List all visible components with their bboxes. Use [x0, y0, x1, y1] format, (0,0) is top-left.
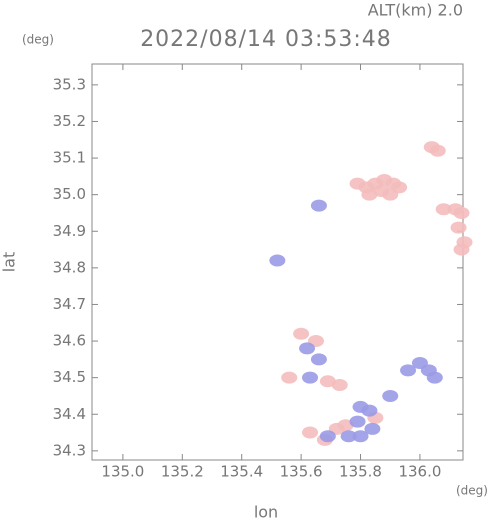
y-tick-label: 34.6	[53, 332, 86, 350]
echo	[435, 203, 452, 216]
x-tick-label: 135.0	[101, 463, 144, 481]
echo	[456, 236, 473, 249]
echo	[281, 371, 298, 384]
echo	[426, 371, 443, 384]
echo	[429, 144, 446, 157]
chart-title: 2022/08/14 03:53:48	[140, 27, 392, 52]
y-tick-label: 34.9	[53, 222, 86, 240]
echo	[299, 342, 316, 355]
y-label: lat	[0, 252, 19, 273]
x-tick-label: 135.6	[280, 463, 323, 481]
echo	[352, 430, 369, 443]
x-tick-label: 135.2	[161, 463, 204, 481]
y-tick-label: 35.3	[53, 75, 86, 93]
echo	[293, 327, 310, 340]
echo	[349, 415, 366, 428]
echo	[364, 422, 381, 435]
echo	[269, 254, 286, 267]
echo	[382, 188, 399, 201]
y-unit: (deg)	[22, 33, 54, 47]
echo	[310, 199, 327, 212]
x-tick-label: 135.8	[339, 463, 382, 481]
echo	[453, 206, 470, 219]
echo	[319, 430, 336, 443]
plot-frame	[91, 63, 464, 461]
y-tick-label: 34.8	[53, 258, 86, 276]
x-label: lon	[254, 503, 278, 521]
echo	[361, 188, 378, 201]
echo	[331, 378, 348, 391]
y-tick-label: 35.1	[53, 149, 86, 167]
y-tick-label: 34.3	[53, 441, 86, 459]
x-tick-label: 136.0	[398, 463, 441, 481]
altitude: ALT(km) 2.0	[368, 1, 463, 20]
echo	[450, 221, 467, 234]
echo	[382, 389, 399, 402]
y-tick-label: 35.2	[53, 112, 86, 130]
echo	[302, 371, 319, 384]
y-tick-label: 34.7	[53, 295, 86, 313]
y-tick-label: 34.4	[53, 405, 86, 423]
x-tick-label: 135.4	[220, 463, 263, 481]
y-tick-label: 35.0	[53, 185, 86, 203]
y-tick-label: 34.5	[53, 368, 86, 386]
echo	[310, 353, 327, 366]
echo	[340, 430, 357, 443]
echo	[361, 404, 378, 417]
echo	[400, 364, 417, 377]
x-unit: (deg)	[456, 484, 488, 498]
echo	[302, 426, 319, 439]
